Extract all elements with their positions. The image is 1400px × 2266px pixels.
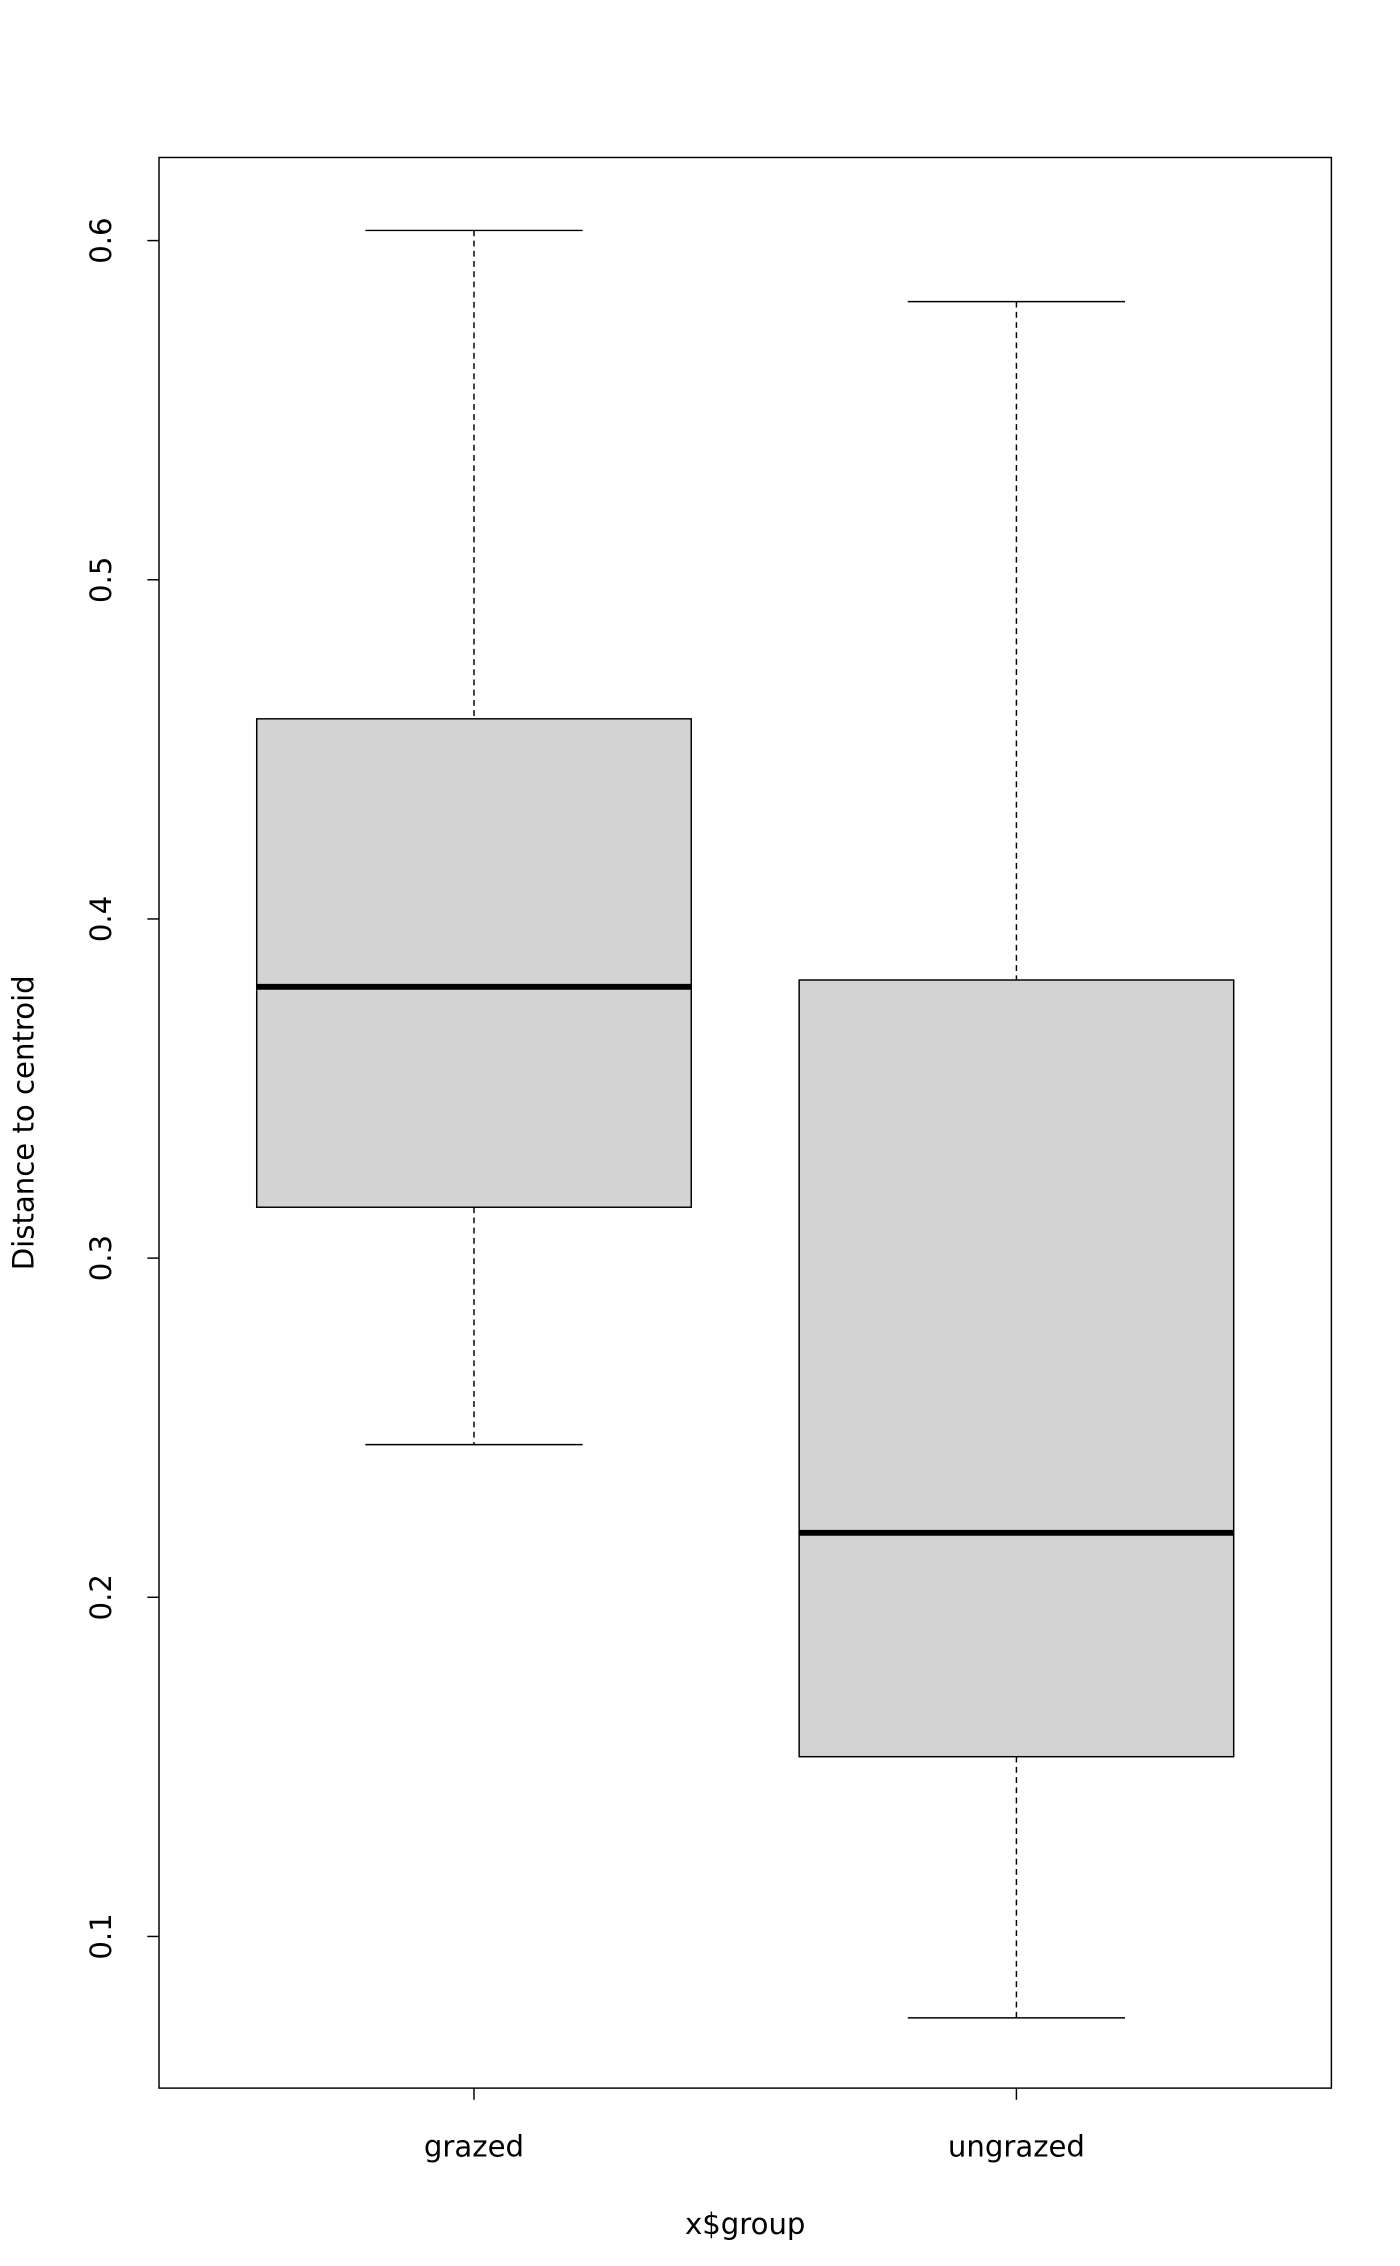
y-tick-label: 0.5 [84,557,118,603]
y-tick-label: 0.2 [84,1574,118,1620]
box-grazed [255,229,692,1446]
plot-frame [158,156,1333,2089]
box-ungrazed [798,300,1235,2019]
y-tick-label: 0.6 [84,217,118,263]
x-tick-label: grazed [424,2130,524,2164]
y-tick-label: 0.3 [84,1235,118,1281]
x-tick-label: ungrazed [948,2130,1085,2164]
iqr-box [255,718,692,1208]
y-tick-label: 0.4 [84,896,118,942]
y-tick-label: 0.1 [84,1913,118,1959]
iqr-box [798,979,1235,1758]
y-axis-label: Distance to centroid [7,975,41,1270]
x-axis-label: x$group [685,2207,805,2241]
